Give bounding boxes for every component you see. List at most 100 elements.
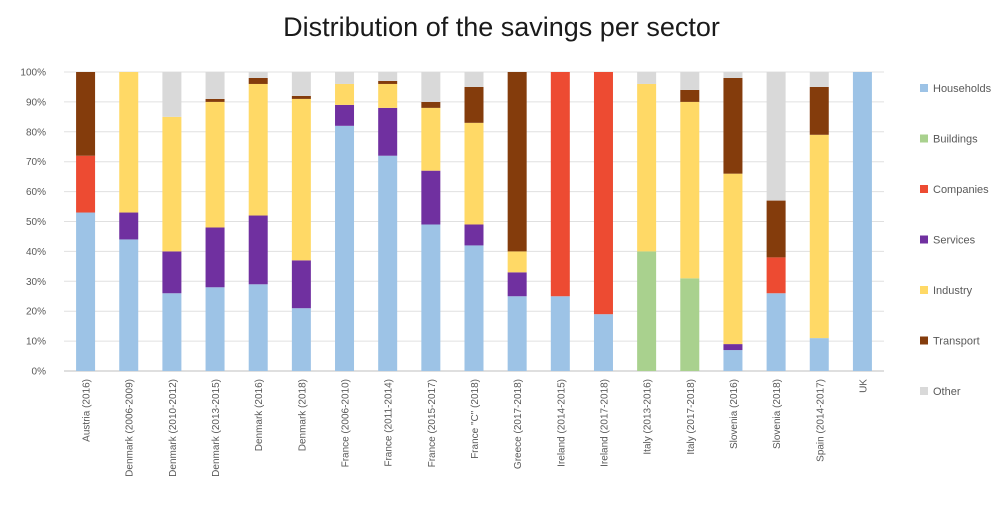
bar-segment-transport: [464, 86, 484, 123]
bar-segment-households: [335, 125, 355, 371]
bar-segment-industry: [335, 83, 355, 105]
x-tick-label: Ireland (2014-2015): [556, 379, 567, 467]
bar-segment-services: [335, 104, 355, 126]
x-tick-label: Denmark (2010-2012): [168, 379, 179, 477]
bar-segment-industry: [119, 72, 139, 213]
bar-segment-transport: [205, 98, 225, 102]
bar-segment-industry: [809, 134, 829, 339]
y-tick-label: 20%: [26, 307, 46, 318]
bar-segment-services: [378, 107, 398, 156]
bar-segment-industry: [162, 116, 182, 252]
legend-swatch: [920, 185, 928, 193]
bar-segment-services: [723, 344, 743, 351]
bar-segment-other: [637, 72, 657, 84]
x-tick-label: Greece (2017-2018): [513, 379, 524, 469]
legend: Households Buildings Companies Services Indu…: [920, 83, 992, 398]
bar-segment-households: [464, 245, 484, 371]
chart-title: Distribution of the savings per sector: [283, 12, 720, 42]
bar-segment-households: [421, 224, 441, 371]
bar-segment-services: [421, 170, 441, 225]
y-tick-label: 10%: [26, 337, 46, 348]
bar-segment-other: [378, 72, 398, 81]
legend-swatch: [920, 134, 928, 143]
bar-segment-industry: [507, 251, 527, 273]
bar-segment-services: [119, 212, 139, 240]
bar-segment-transport: [723, 77, 743, 174]
legend-swatch: [920, 336, 928, 345]
y-tick-label: 90%: [26, 97, 46, 108]
bar-segment-industry: [421, 107, 441, 171]
bar-segment-households: [766, 293, 786, 371]
bar-segment-transport: [76, 72, 96, 156]
bar-segment-industry: [248, 83, 268, 216]
bar-segment-services: [464, 224, 484, 246]
bar-segment-transport: [378, 80, 398, 84]
y-tick-label: 50%: [26, 217, 46, 228]
x-axis-ticks: Austria (2016) Denmark (2006-2009) Denmark…: [82, 379, 870, 477]
bar-segment-households: [291, 308, 311, 371]
y-tick-label: 60%: [26, 187, 46, 198]
bar-segment-transport: [421, 101, 441, 108]
bar-segment-companies: [766, 257, 786, 294]
x-tick-label: France (2015-2017): [427, 379, 438, 467]
bar-segment-industry: [291, 98, 311, 261]
bar-segment-households: [162, 293, 182, 371]
bar-segment-industry: [723, 173, 743, 345]
bar-segment-households: [248, 284, 268, 371]
bar-segment-other: [680, 72, 700, 90]
bar-segment-other: [291, 72, 311, 96]
x-tick-label: France (2006-2010): [341, 379, 352, 467]
x-tick-label: Slovenia (2016): [729, 379, 740, 449]
legend-label: Industry: [933, 285, 973, 297]
x-tick-label: France (2011-2014): [384, 379, 395, 467]
x-tick-label: Slovenia (2018): [772, 379, 783, 449]
bar-segment-industry: [205, 101, 225, 228]
bar-segment-transport: [766, 200, 786, 258]
bar-segment-households: [723, 350, 743, 371]
bar-segment-other: [766, 72, 786, 201]
x-tick-label: Denmark (2006-2009): [125, 379, 136, 477]
x-tick-label: UK: [858, 379, 869, 393]
bar-segment-households: [852, 72, 872, 371]
x-tick-label: Denmark (2018): [297, 379, 308, 451]
bar-segment-companies: [76, 155, 96, 213]
legend-label: Companies: [933, 184, 989, 196]
bar-segment-households: [593, 314, 613, 371]
bar-segment-households: [507, 296, 527, 371]
bar-segment-transport: [291, 95, 311, 99]
bar-segment-households: [205, 287, 225, 371]
legend-label: Services: [933, 235, 976, 247]
x-tick-label: Denmark (2016): [254, 379, 265, 451]
bar-segment-companies: [593, 72, 613, 315]
bar-segment-services: [291, 260, 311, 309]
y-tick-label: 70%: [26, 157, 46, 168]
bar-segment-other: [335, 72, 355, 84]
legend-swatch: [920, 286, 928, 294]
y-axis-ticks: 0% 10% 20% 30% 40% 50% 60% 70% 80% 90% 100%: [20, 68, 46, 378]
legend-swatch: [920, 84, 928, 92]
x-tick-label: Spain (2014-2017): [815, 379, 826, 462]
bar-segment-households: [550, 296, 570, 371]
x-tick-label: Ireland (2017-2018): [599, 379, 610, 467]
bar-segment-industry: [378, 83, 398, 108]
bar-segment-transport: [248, 77, 268, 84]
legend-swatch: [920, 387, 928, 395]
bar-segment-services: [507, 272, 527, 297]
bar-segment-households: [76, 212, 96, 371]
legend-label: Buildings: [933, 134, 978, 146]
x-tick-label: Italy (2013-2016): [643, 379, 654, 455]
bar-segment-industry: [464, 122, 484, 225]
bar-segment-other: [205, 72, 225, 99]
bar-segment-transport: [507, 72, 527, 252]
bar-segment-other: [421, 72, 441, 102]
bar-segment-buildings: [680, 278, 700, 371]
y-tick-label: 40%: [26, 247, 46, 258]
x-tick-label: Austria (2016): [82, 379, 93, 442]
bar-segment-services: [205, 227, 225, 288]
y-tick-label: 0%: [32, 367, 47, 378]
bar-segment-other: [809, 72, 829, 87]
y-tick-label: 80%: [26, 127, 46, 138]
bar-segment-companies: [550, 72, 570, 297]
bar-segment-services: [162, 251, 182, 294]
